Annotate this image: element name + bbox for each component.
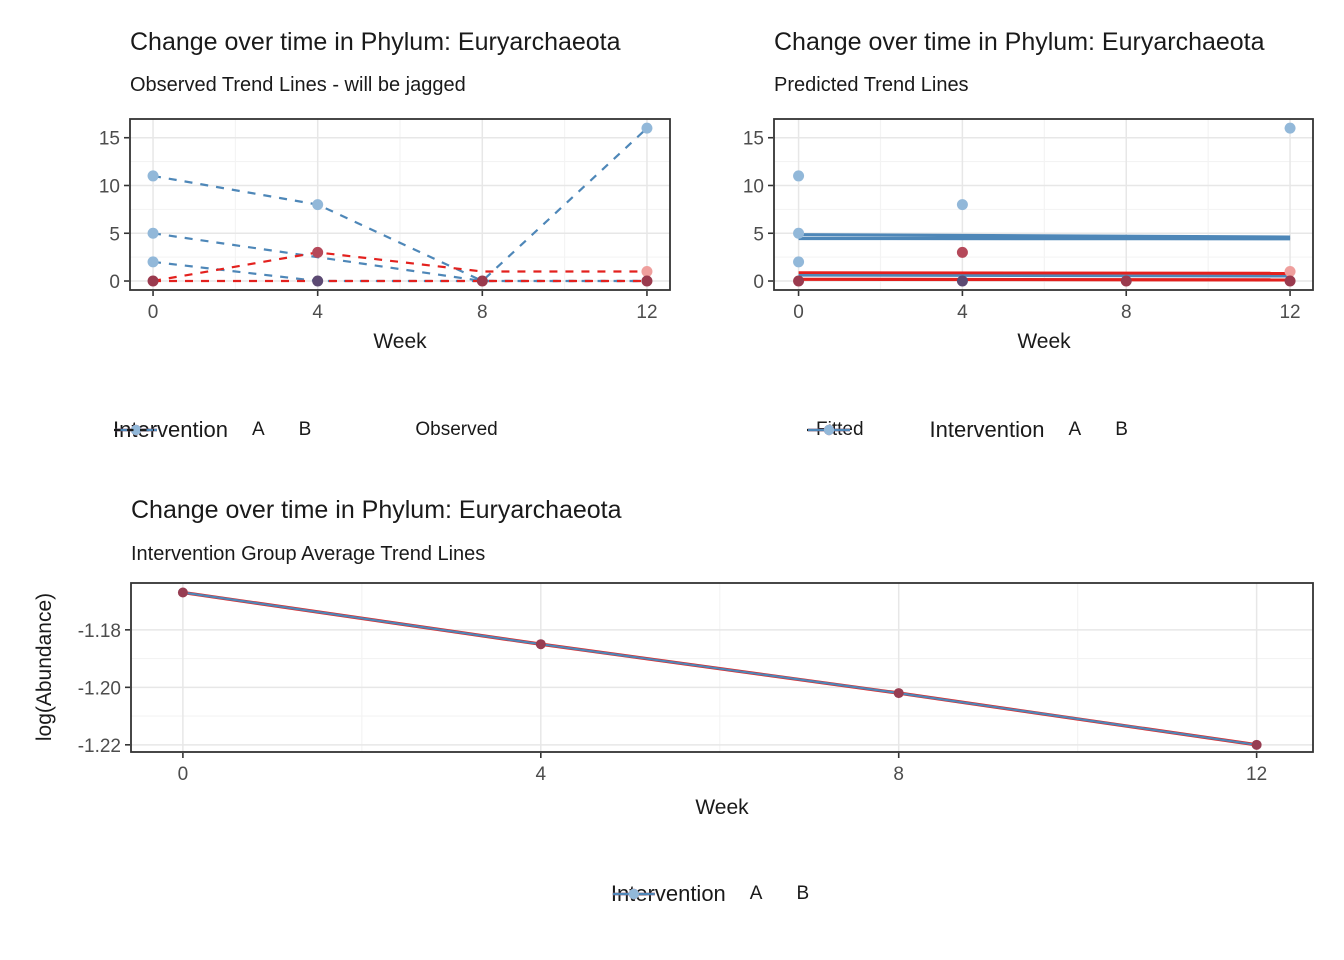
- predicted-x-axis-title: Week: [1017, 330, 1071, 353]
- observed-chart-subtitle: Observed Trend Lines - will be jagged: [130, 74, 466, 96]
- data-point: [1284, 122, 1296, 134]
- series-B-subject-3: [152, 260, 647, 283]
- x-tick-label: 4: [957, 302, 968, 323]
- data-point: [312, 199, 324, 211]
- series-group-average-B: [182, 591, 1257, 746]
- data-point: [956, 246, 968, 258]
- data-point: [893, 688, 904, 699]
- observed-legend-label-b: B: [298, 419, 312, 440]
- predicted-legend: Fitted Intervention A B: [806, 416, 1152, 444]
- y-tick-label: 10: [743, 176, 764, 197]
- data-point: [535, 639, 546, 650]
- y-tick-label: 15: [743, 129, 764, 150]
- x-tick-label: 0: [793, 302, 804, 323]
- series-A-subject-1: [152, 251, 647, 283]
- predicted-legend-title: Intervention: [929, 417, 1045, 442]
- panel-border: [773, 118, 1314, 291]
- y-tick-label: 0: [109, 272, 120, 293]
- data-point: [641, 122, 653, 134]
- data-point: [147, 256, 159, 268]
- data-point: [1284, 275, 1296, 287]
- data-point: [1251, 739, 1262, 750]
- legend-key-b-icon: [808, 424, 850, 436]
- data-point: [956, 199, 968, 211]
- observed-legend: Intervention A B Observed: [113, 416, 522, 444]
- x-tick-label: 4: [312, 302, 323, 323]
- predicted-legend-label-b: B: [1115, 419, 1128, 440]
- predicted-chart-title: Change over time in Phylum: Euryarchaeot…: [774, 28, 1265, 56]
- data-point: [147, 170, 159, 182]
- x-tick-label: 8: [1121, 302, 1132, 323]
- average-x-axis-title: Week: [695, 796, 749, 819]
- data-point: [177, 587, 188, 598]
- legend-key-b-icon: [115, 424, 157, 436]
- x-tick-label: 0: [148, 302, 159, 323]
- data-point: [312, 246, 324, 258]
- predicted-chart-subtitle: Predicted Trend Lines: [774, 74, 969, 96]
- y-tick-label: -1.20: [78, 678, 121, 699]
- data-point: [147, 227, 159, 239]
- observed-chart: 0 4 8 12 0 5 10 15: [99, 118, 671, 323]
- average-legend: Intervention A B: [611, 880, 833, 908]
- average-chart: 0 4 8 12 -1.18 -1.20 -1.22: [78, 582, 1314, 785]
- x-tick-label: 8: [893, 764, 904, 785]
- observed-linetype-key-icon: [114, 428, 154, 432]
- data-point: [793, 170, 805, 182]
- data-point: [1120, 275, 1132, 287]
- observed-x-axis-title: Week: [373, 330, 427, 353]
- x-tick-label: 12: [1246, 764, 1267, 785]
- y-tick-label: 5: [753, 224, 764, 245]
- x-tick-label: 4: [536, 764, 547, 785]
- data-point: [1284, 265, 1296, 277]
- average-legend-label-b: B: [796, 883, 810, 904]
- observed-linetype-label: Observed: [415, 419, 498, 440]
- y-tick-label: 0: [753, 272, 764, 293]
- data-point: [956, 275, 968, 287]
- panel-border: [129, 118, 671, 291]
- panel-background: [774, 119, 1313, 290]
- x-tick-label: 8: [477, 302, 488, 323]
- series-fitted-B-1: [798, 233, 1291, 239]
- x-tick-label: 0: [178, 764, 189, 785]
- y-tick-label: -1.18: [78, 621, 121, 642]
- data-point: [641, 265, 653, 277]
- data-point: [476, 275, 488, 287]
- legend-key-dot: [823, 424, 835, 436]
- predicted-legend-label-a: A: [1068, 419, 1082, 440]
- series-fitted-A-2: [798, 277, 1291, 282]
- legend-key-dot: [130, 424, 142, 436]
- data-point: [793, 256, 805, 268]
- y-tick-label: 10: [99, 176, 120, 197]
- data-point: [147, 275, 159, 287]
- data-point: [641, 275, 653, 287]
- average-chart-subtitle: Intervention Group Average Trend Lines: [131, 543, 486, 565]
- data-point: [312, 275, 324, 287]
- panel-border: [130, 582, 1314, 753]
- average-legend-label-a: A: [749, 883, 763, 904]
- data-point: [793, 227, 805, 239]
- legend-key-dot: [628, 888, 640, 900]
- data-point: [793, 275, 805, 287]
- observed-legend-label-a: A: [251, 419, 265, 440]
- y-tick-label: 5: [109, 224, 120, 245]
- legend-key-b-icon: [612, 888, 655, 900]
- x-tick-label: 12: [1279, 302, 1300, 323]
- series-B-subject-1: [152, 127, 648, 283]
- series-fitted-A-1: [798, 271, 1291, 275]
- average-chart-title: Change over time in Phylum: Euryarchaeot…: [131, 496, 622, 524]
- series-fitted-B-3: [798, 274, 1291, 278]
- x-tick-label: 12: [636, 302, 657, 323]
- y-tick-label: 15: [99, 129, 120, 150]
- predicted-chart: 0 4 8 12 0 5 10 15: [743, 118, 1314, 323]
- observed-chart-title: Change over time in Phylum: Euryarchaeot…: [130, 28, 621, 56]
- y-tick-label: -1.22: [78, 736, 121, 757]
